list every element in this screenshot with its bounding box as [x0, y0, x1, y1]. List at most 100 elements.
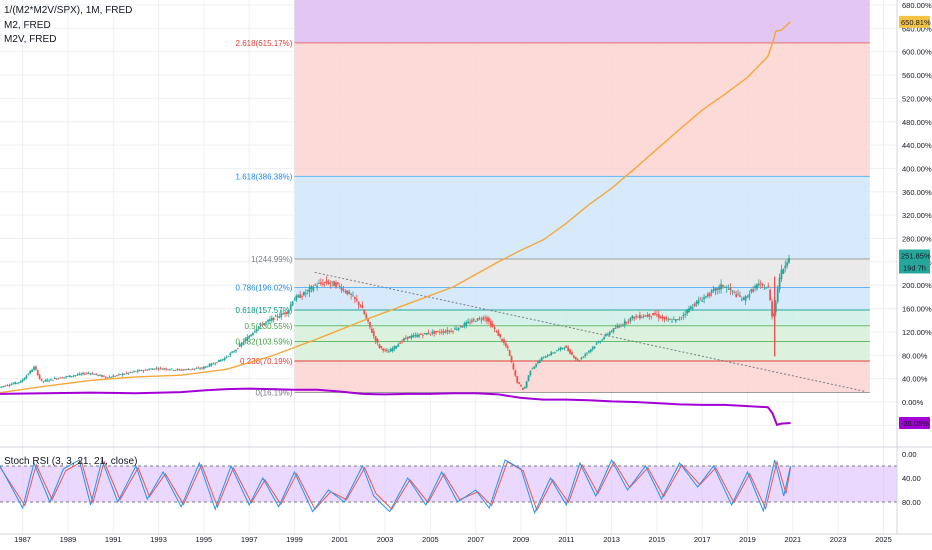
candle-body: [435, 331, 437, 333]
candle-body: [782, 269, 785, 274]
fib-zone: [294, 287, 870, 311]
stoch-axis-tick: 40.00: [902, 474, 921, 483]
candle-body: [725, 287, 728, 288]
candle-body: [355, 299, 358, 301]
candle-body: [148, 369, 151, 371]
candle-body: [129, 372, 132, 373]
candle-body: [221, 359, 224, 361]
candle-body: [761, 283, 764, 286]
candle-body: [546, 355, 549, 358]
candle-body: [189, 369, 192, 371]
price-axis-tick: 0.00%: [902, 398, 924, 407]
trend-line[interactable]: [314, 271, 866, 392]
candle-body: [138, 370, 141, 372]
m2-price-badge-bg: [899, 15, 930, 28]
candle-body: [19, 380, 22, 383]
candle-body: [104, 376, 107, 378]
candle-body: [769, 289, 772, 301]
candle-body: [372, 331, 375, 337]
candle-body: [304, 292, 307, 294]
candle-body: [55, 378, 58, 380]
price-axis-tick: 280.00%: [902, 235, 932, 244]
candle-body: [457, 327, 460, 330]
candle-body: [323, 282, 326, 283]
candle-body: [336, 282, 339, 284]
candle-body: [57, 378, 60, 380]
candle-body: [416, 334, 419, 338]
candle-body: [365, 314, 368, 319]
candle-body: [644, 315, 647, 317]
price-axis-tick: 360.00%: [902, 188, 932, 197]
candle-body: [240, 343, 243, 346]
candle-body: [293, 299, 296, 301]
fib-zone: [294, 258, 870, 288]
candle-body: [282, 313, 285, 315]
candle-body: [518, 382, 520, 384]
candle-body: [59, 377, 62, 379]
candle-body: [708, 293, 711, 297]
candle-body: [678, 318, 681, 320]
candle-body: [265, 321, 268, 323]
candle-body: [29, 370, 32, 374]
candle-body: [310, 285, 313, 289]
candle-body: [710, 290, 713, 293]
candle-body: [101, 375, 103, 377]
candle-body: [21, 379, 24, 382]
candle-body: [740, 299, 743, 301]
candle-body: [176, 369, 179, 370]
candle-body: [774, 302, 777, 313]
candle-body: [161, 368, 164, 370]
candle-body: [272, 317, 275, 321]
candle-body: [537, 361, 539, 364]
candle-body: [448, 330, 451, 332]
candle-body: [38, 374, 41, 379]
candle-body: [125, 372, 128, 374]
candle-body: [321, 283, 324, 285]
candle-body: [335, 282, 337, 288]
candle-body: [697, 300, 700, 304]
candle-body: [493, 327, 496, 330]
candle-body: [567, 347, 570, 351]
price-axis-tick: 600.00%: [902, 48, 932, 57]
countdown-badge: 19d 7h: [903, 263, 926, 272]
fib-level-label: 1.618(386.38%): [236, 172, 293, 181]
fibonacci-retracement[interactable]: 2.618(615.17%) 1.618(386.38%) 1(244.99%) 0.…: [236, 0, 870, 398]
candle-body: [159, 367, 162, 369]
candle-body: [206, 366, 209, 368]
candle-body: [248, 336, 251, 338]
candle-body: [269, 319, 271, 321]
candle-body: [395, 346, 398, 348]
candle-body: [565, 345, 568, 348]
candle-body: [50, 378, 52, 380]
candle-body: [718, 286, 721, 290]
candle-body: [201, 367, 203, 369]
candle-body: [235, 350, 237, 352]
candle-body: [691, 307, 694, 309]
candle-body: [229, 353, 232, 356]
candle-body: [603, 337, 605, 340]
candle-body: [657, 314, 660, 318]
candle-body: [623, 320, 626, 325]
legend-m2v: M2V, FRED: [4, 34, 57, 45]
candle-body: [608, 332, 611, 335]
candle-body: [450, 330, 453, 332]
candle-body: [84, 373, 86, 375]
candle-body: [344, 290, 347, 293]
candle-body: [172, 370, 175, 371]
candle-body: [6, 385, 9, 386]
candle-body: [778, 277, 781, 290]
candle-body: [531, 368, 534, 370]
candle-body: [116, 375, 118, 377]
candle-body: [397, 344, 400, 347]
candle-body: [63, 377, 66, 378]
candle-body: [776, 288, 779, 302]
candle-body: [512, 363, 515, 370]
candle-body: [735, 294, 738, 297]
candle-body: [661, 316, 664, 319]
candle-body: [569, 349, 571, 354]
candle-body: [639, 314, 641, 319]
candle-body: [74, 375, 77, 377]
candle-body: [146, 369, 149, 371]
fib-zone: [294, 341, 870, 362]
